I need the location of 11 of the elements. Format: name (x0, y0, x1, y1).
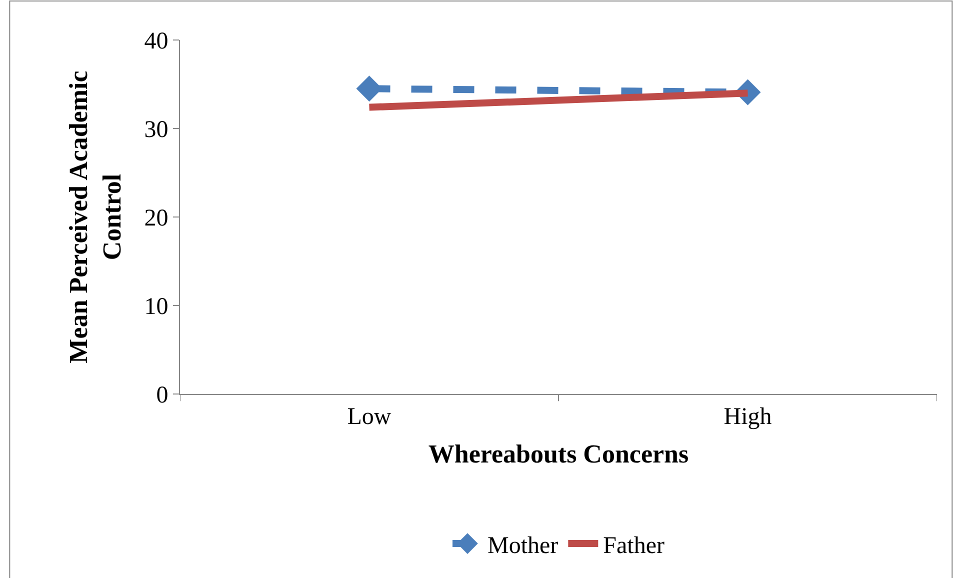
legend-label: Mother (488, 532, 558, 559)
y-tick-label: 10 (144, 294, 168, 320)
y-tick-label: 40 (144, 28, 168, 54)
x-axis-title: Whereabouts Concerns (428, 440, 689, 468)
x-tick-label: Low (347, 404, 392, 430)
x-tick-label: High (724, 404, 772, 430)
y-tick-label: 30 (144, 116, 168, 143)
y-tick-label: 0 (156, 382, 168, 408)
y-tick-label: 20 (144, 205, 168, 232)
y-axis-title: Mean Perceived Academic Control (64, 70, 127, 364)
legend-label: Father (603, 532, 664, 559)
